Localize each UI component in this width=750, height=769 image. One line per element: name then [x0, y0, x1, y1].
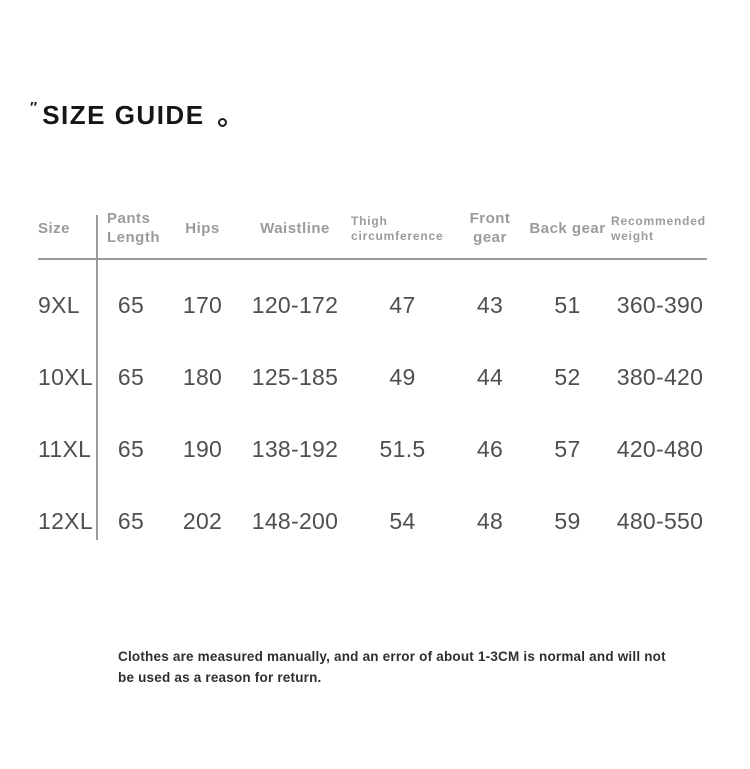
ideographic-period-mark — [217, 117, 227, 127]
header-waistline: Waistline — [260, 219, 330, 237]
cell-pants-length: 65 — [117, 363, 145, 390]
cell-waistline: 125-185 — [251, 363, 339, 390]
cell-pants-length: 65 — [117, 291, 145, 318]
cell-back-gear: 57 — [554, 435, 581, 462]
cell-size: 10XL — [38, 363, 93, 390]
table-vertical-divider — [96, 215, 98, 540]
cell-hips: 170 — [182, 291, 223, 318]
cell-front-gear: 46 — [476, 435, 504, 462]
cell-hips: 202 — [182, 507, 223, 534]
header-thigh-circumference: Thigh circumference — [351, 214, 444, 243]
cell-front-gear: 48 — [476, 507, 504, 534]
cell-thigh-circumference: 54 — [389, 507, 416, 534]
cell-back-gear: 51 — [554, 291, 581, 318]
header-recommended-weight: Recommended weight — [611, 214, 706, 243]
header-pants-length: Pants Length — [107, 210, 160, 246]
cell-recommended-weight: 380-420 — [616, 363, 704, 390]
cell-front-gear: 44 — [476, 363, 504, 390]
cell-hips: 180 — [182, 363, 223, 390]
table-header-rule — [38, 258, 707, 260]
header-front-gear: Front gear — [469, 210, 511, 246]
measurement-disclaimer-line2: be used as a reason for return. — [118, 670, 322, 685]
cell-hips: 190 — [182, 435, 223, 462]
cell-back-gear: 59 — [554, 507, 581, 534]
measurement-disclaimer: Clothes are measured manually, and an er… — [118, 646, 678, 688]
measurement-disclaimer-line1: Clothes are measured manually, and an er… — [118, 649, 666, 664]
cell-size: 12XL — [38, 507, 93, 534]
cell-pants-length: 65 — [117, 435, 145, 462]
cell-back-gear: 52 — [554, 363, 581, 390]
size-guide-table: Size Pants Length Hips Waistline Thigh c… — [30, 200, 710, 557]
cell-front-gear: 43 — [476, 291, 504, 318]
cell-size: 11XL — [38, 435, 92, 462]
cell-waistline: 148-200 — [251, 507, 339, 534]
size-guide-title-row: ″ SIZE GUIDE — [30, 99, 227, 130]
cell-thigh-circumference: 49 — [389, 363, 416, 390]
cell-size: 9XL — [38, 291, 80, 318]
cell-recommended-weight: 360-390 — [616, 291, 704, 318]
decorative-quote-mark: ″ — [30, 99, 39, 116]
cell-waistline: 120-172 — [251, 291, 339, 318]
cell-recommended-weight: 480-550 — [616, 507, 704, 534]
cell-waistline: 138-192 — [251, 435, 339, 462]
cell-thigh-circumference: 51.5 — [379, 435, 426, 462]
cell-thigh-circumference: 47 — [389, 291, 416, 318]
header-size: Size — [38, 219, 71, 237]
cell-recommended-weight: 420-480 — [616, 435, 704, 462]
header-back-gear: Back gear — [529, 219, 606, 237]
page-title: SIZE GUIDE — [42, 100, 205, 130]
cell-pants-length: 65 — [117, 507, 145, 534]
header-hips: Hips — [185, 219, 220, 237]
